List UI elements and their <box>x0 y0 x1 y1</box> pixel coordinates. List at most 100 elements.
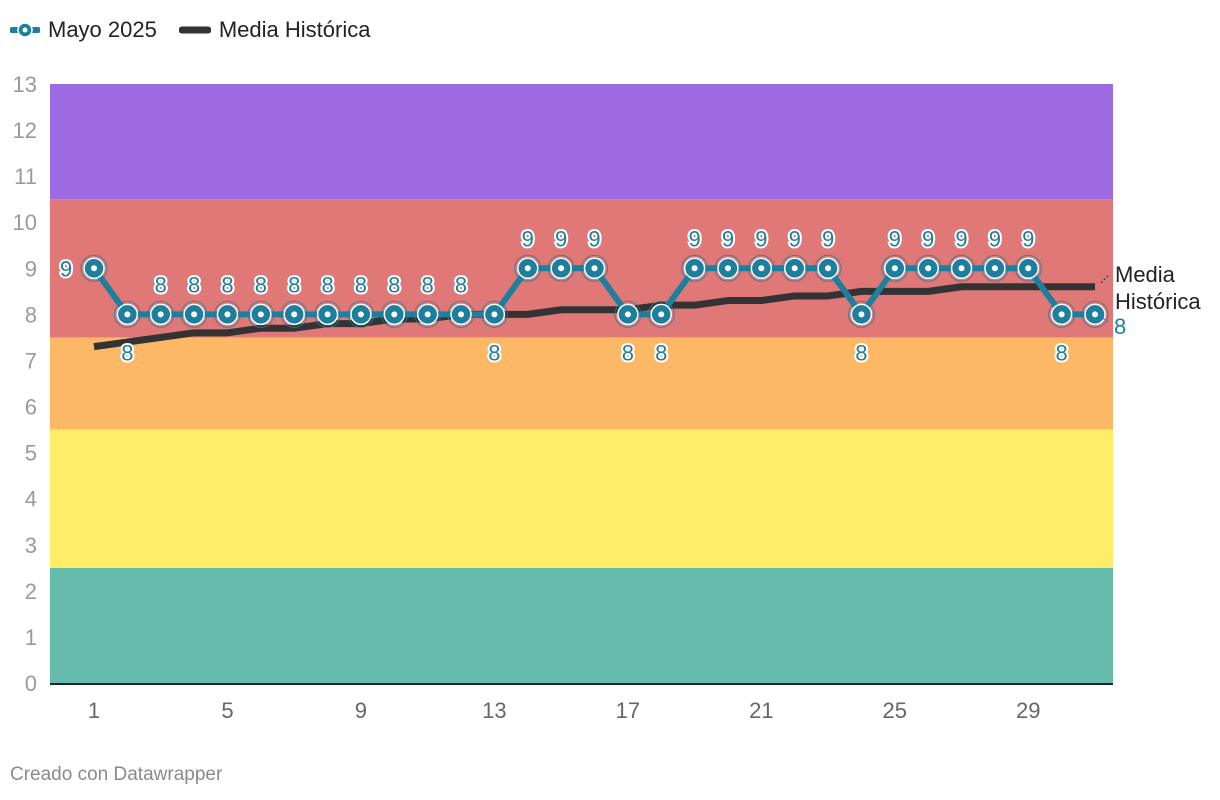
x-tick-label: 17 <box>616 698 640 723</box>
data-label: 8 <box>422 272 434 297</box>
y-tick-label: 7 <box>25 348 37 373</box>
data-point[interactable] <box>647 300 675 328</box>
data-point[interactable] <box>414 300 442 328</box>
x-tick-label: 21 <box>749 698 773 723</box>
data-point[interactable] <box>614 300 642 328</box>
line-dot-icon <box>10 22 40 38</box>
band-0 <box>50 567 1113 683</box>
data-label: 9 <box>755 226 767 251</box>
data-point[interactable] <box>147 300 175 328</box>
data-point[interactable] <box>1081 300 1109 328</box>
data-label: 9 <box>555 226 567 251</box>
data-label: 8 <box>355 272 367 297</box>
data-label: 8 <box>1056 340 1068 365</box>
data-label: 9 <box>588 226 600 251</box>
data-point[interactable] <box>213 300 241 328</box>
y-tick-label: 4 <box>25 487 37 512</box>
data-point[interactable] <box>547 254 575 282</box>
legend-item-media-historica[interactable]: Media Histórica <box>178 17 371 43</box>
data-label: 9 <box>922 226 934 251</box>
mayo-end-label: 8 <box>1114 314 1126 339</box>
data-point[interactable] <box>1048 300 1076 328</box>
data-point[interactable] <box>581 254 608 282</box>
y-tick-label: 8 <box>25 302 37 327</box>
data-label: 9 <box>955 226 967 251</box>
data-point[interactable] <box>180 300 208 328</box>
data-label: 9 <box>989 226 1001 251</box>
y-tick-label: 10 <box>13 210 37 235</box>
data-point[interactable] <box>480 300 508 328</box>
media-end-label: Histórica <box>1115 289 1201 314</box>
data-point[interactable] <box>314 300 342 328</box>
data-point[interactable] <box>814 254 842 282</box>
series-mayo-2025 <box>80 254 1109 328</box>
data-label: 8 <box>288 272 300 297</box>
data-label: 9 <box>822 226 834 251</box>
x-tick-label: 9 <box>355 698 367 723</box>
media-historica-line <box>93 283 1095 351</box>
data-label: 8 <box>488 340 500 365</box>
data-point[interactable] <box>948 254 976 282</box>
data-label: 9 <box>789 226 801 251</box>
data-label: 9 <box>60 256 72 281</box>
background-bands <box>50 84 1113 683</box>
data-label: 9 <box>1022 226 1034 251</box>
data-label: 9 <box>522 226 534 251</box>
data-point[interactable] <box>380 300 408 328</box>
data-point[interactable] <box>914 254 942 282</box>
data-point[interactable] <box>447 300 475 328</box>
x-tick-label: 29 <box>1016 698 1040 723</box>
data-point[interactable] <box>514 254 542 282</box>
data-label: 8 <box>255 272 267 297</box>
data-point[interactable] <box>347 300 375 328</box>
legend-label-media-historica: Media Histórica <box>218 17 371 42</box>
data-label: 8 <box>121 340 133 365</box>
y-tick-label: 5 <box>25 441 37 466</box>
data-point[interactable] <box>881 254 909 282</box>
data-point[interactable] <box>714 254 742 282</box>
data-labels: 988 8 8 8 8 8 8 8 8 889 9 98 89 9 9 9 989 9 9 9 98 <box>58 224 1070 367</box>
y-tick-label: 9 <box>25 256 37 281</box>
data-point[interactable] <box>80 254 108 282</box>
y-tick-label: 12 <box>13 118 37 143</box>
series-media-historica <box>93 283 1095 351</box>
data-point[interactable] <box>280 300 308 328</box>
y-tick-label: 11 <box>14 164 37 189</box>
data-label: 8 <box>188 272 200 297</box>
y-tick-label: 3 <box>25 533 37 558</box>
media-end-label: Media <box>1115 262 1176 287</box>
data-label: 8 <box>455 272 467 297</box>
credit-text: Creado con Datawrapper <box>10 764 223 785</box>
media-label-connector <box>1100 274 1110 284</box>
legend-item-mayo-2025[interactable]: Mayo 2025 <box>10 17 157 43</box>
data-point[interactable] <box>1014 254 1042 282</box>
data-label: 8 <box>321 272 333 297</box>
x-tick-label: 13 <box>482 698 506 723</box>
band-4 <box>50 84 1113 200</box>
data-label: 9 <box>889 226 901 251</box>
data-label: 8 <box>655 340 667 365</box>
data-label: 8 <box>155 272 167 297</box>
x-tick-label: 25 <box>883 698 907 723</box>
data-label: 8 <box>388 272 400 297</box>
y-tick-label: 2 <box>25 579 37 604</box>
data-point[interactable] <box>747 254 775 282</box>
y-tick-label: 6 <box>25 395 37 420</box>
data-point[interactable] <box>781 254 809 282</box>
data-label: 9 <box>722 226 734 251</box>
x-tick-label: 1 <box>88 698 100 723</box>
data-label: 9 <box>688 226 700 251</box>
x-tick-label: 5 <box>221 698 233 723</box>
legend-label-mayo-2025: Mayo 2025 <box>48 17 157 42</box>
x-axis: 1 5 9 13 17 21 25 29 <box>50 683 1113 723</box>
data-label: 8 <box>622 340 634 365</box>
data-point[interactable] <box>981 254 1009 282</box>
data-point[interactable] <box>113 300 141 328</box>
data-point[interactable] <box>247 300 275 328</box>
data-point[interactable] <box>847 300 875 328</box>
y-tick-label: 1 <box>25 625 37 650</box>
data-point[interactable] <box>681 254 709 282</box>
